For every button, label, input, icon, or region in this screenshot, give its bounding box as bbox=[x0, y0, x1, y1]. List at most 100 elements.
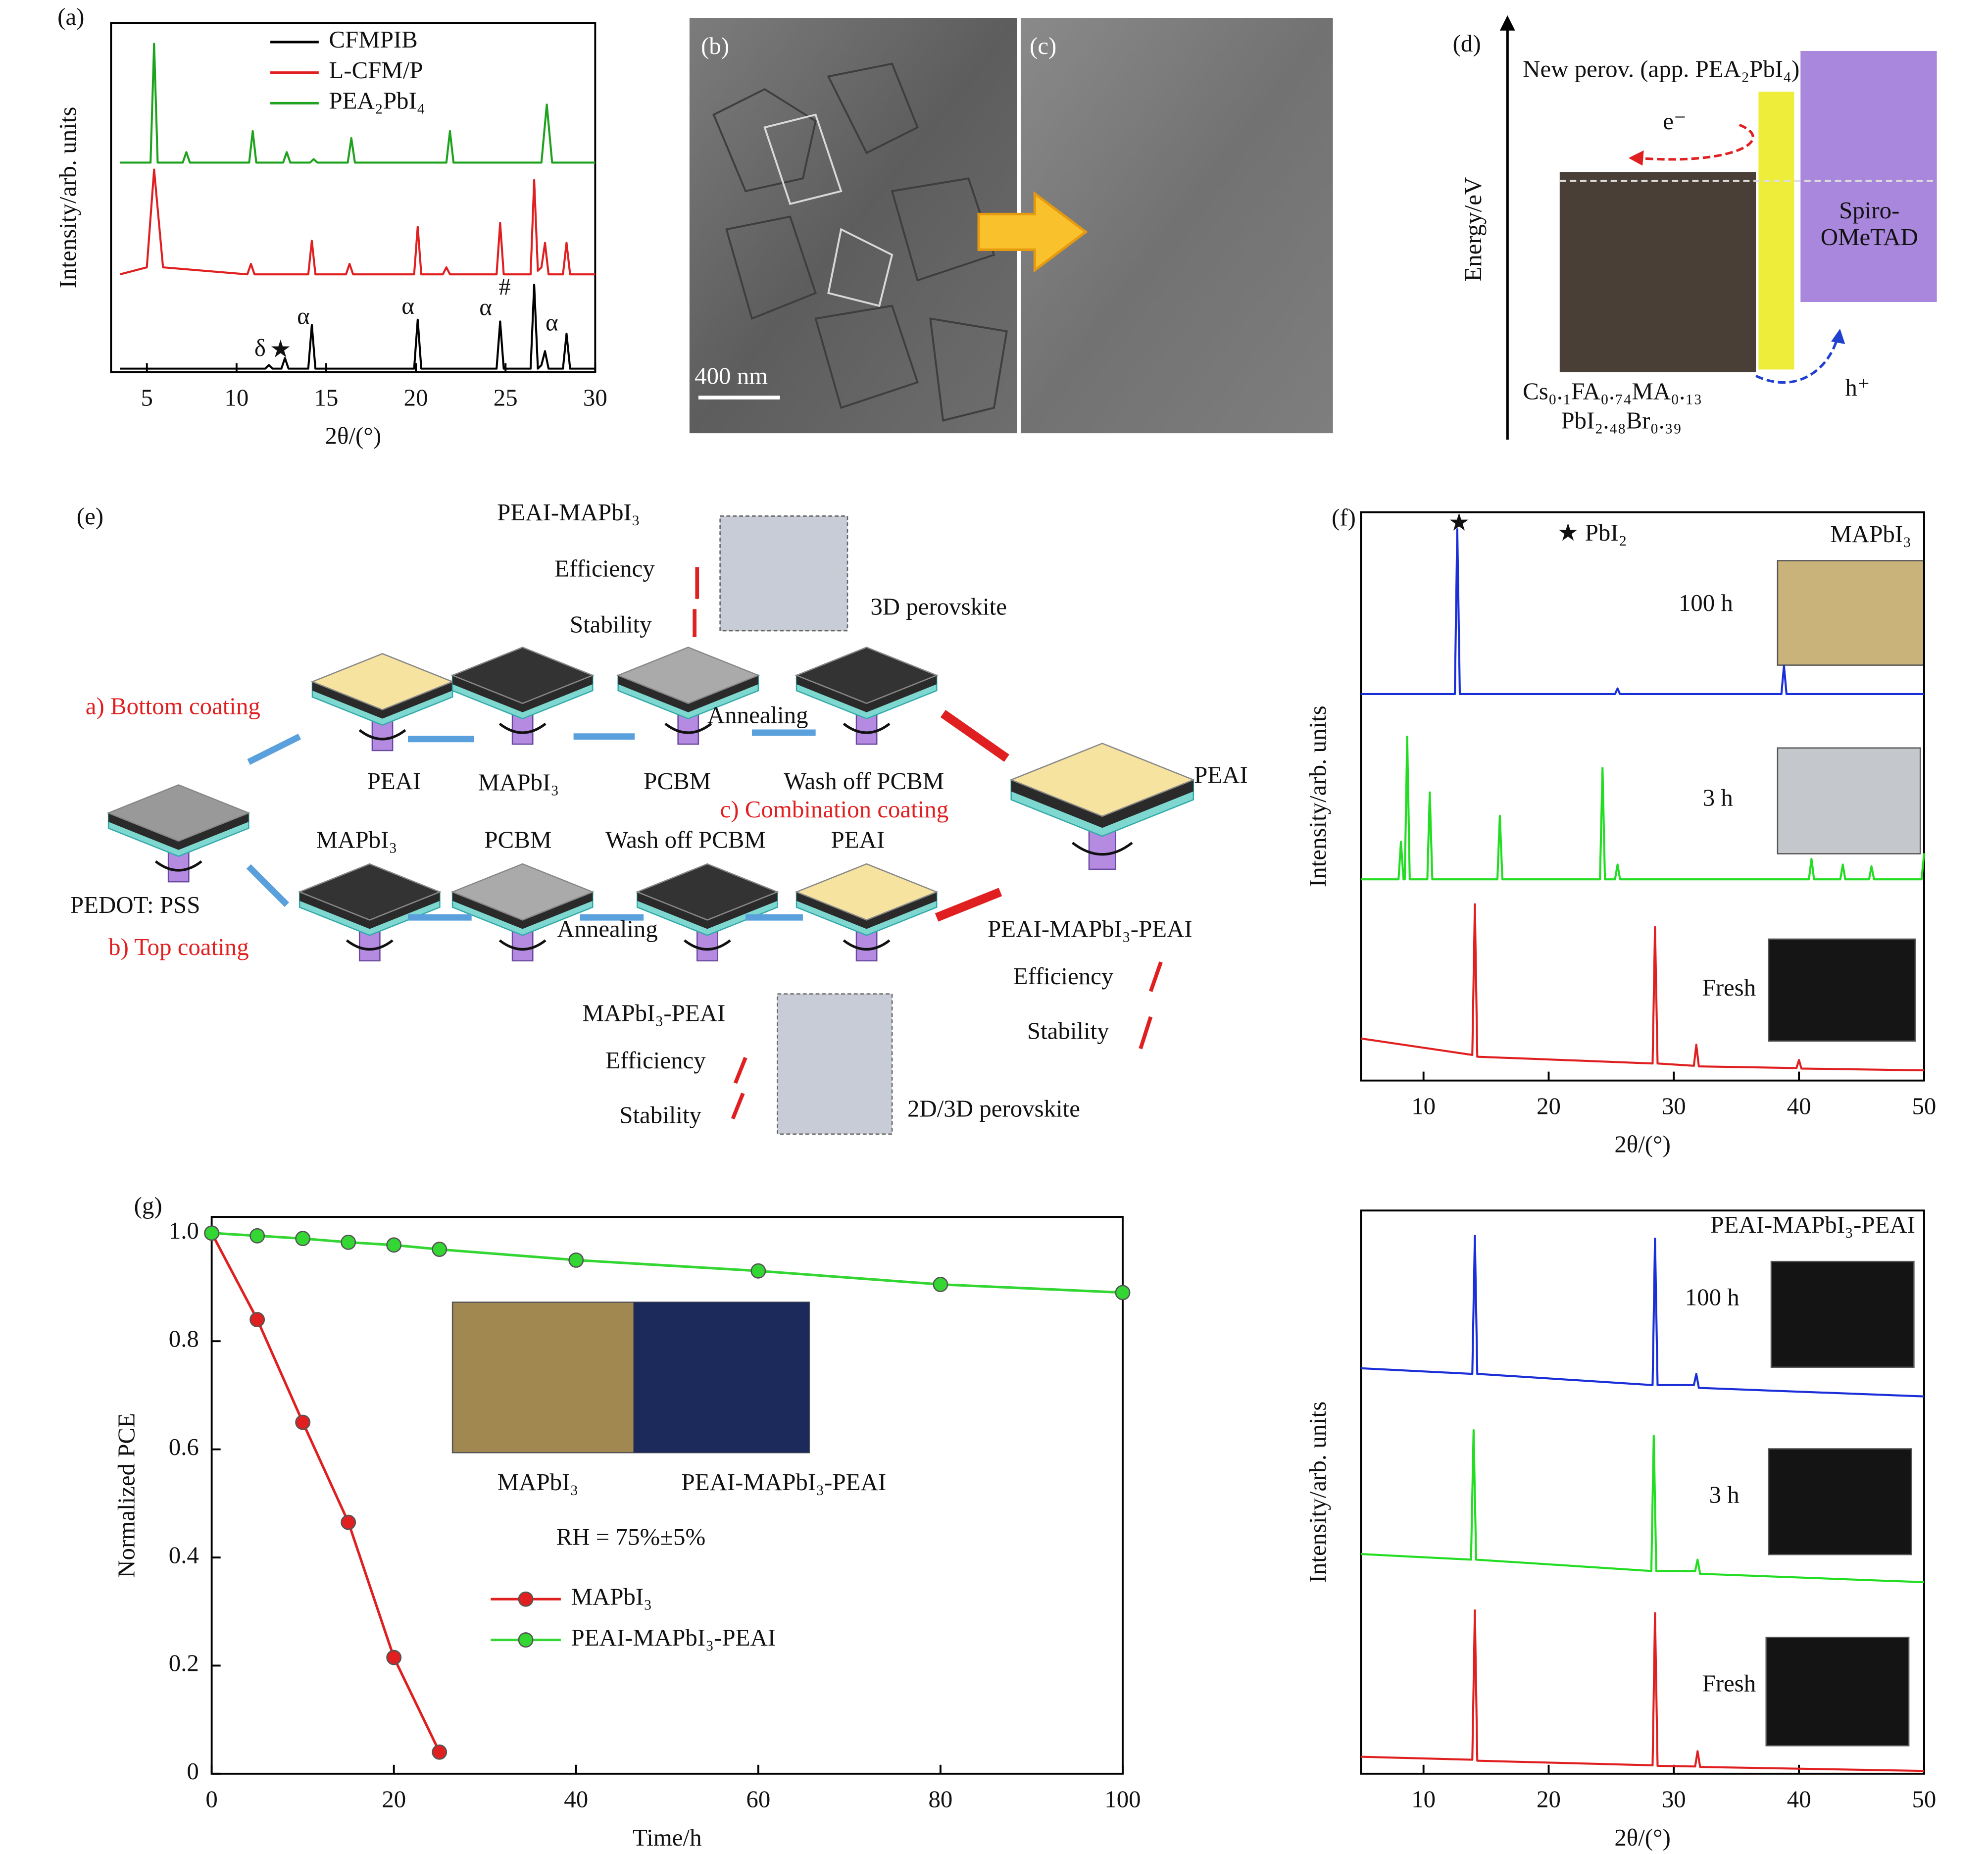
merge-arrow bbox=[940, 709, 1009, 762]
film-side bbox=[796, 675, 937, 712]
schematic-label: PCBM bbox=[644, 767, 711, 795]
annotation: PEAI-MAPbI₃-PEAI bbox=[682, 1468, 887, 1496]
series-line bbox=[1361, 528, 1924, 696]
series-line bbox=[120, 43, 596, 164]
chart-title: PEAI-MAPbI₃-PEAI bbox=[1710, 1211, 1915, 1238]
series-label: Fresh bbox=[1702, 974, 1756, 1001]
x-tick-label: 25 bbox=[494, 384, 518, 411]
rotation-arrow bbox=[843, 722, 891, 734]
rotation-arrow bbox=[843, 939, 891, 951]
series-line bbox=[210, 1232, 441, 1753]
film-top bbox=[450, 647, 595, 704]
process-arrow bbox=[247, 733, 301, 765]
trend-arrow bbox=[1148, 961, 1163, 992]
trend-arrow bbox=[733, 1056, 747, 1084]
chart-title: MAPbI₃ bbox=[1830, 520, 1911, 548]
data-point bbox=[295, 1414, 311, 1430]
x-tick-label: 20 bbox=[1537, 1786, 1561, 1813]
plot-frame bbox=[110, 22, 596, 373]
schematic-label: PEDOT: PSS bbox=[70, 891, 200, 918]
schematic-label: Efficiency bbox=[605, 1047, 706, 1074]
annotation: ★ bbox=[1448, 509, 1470, 536]
x-tick-label: 60 bbox=[746, 1786, 770, 1813]
photo-inset bbox=[1768, 938, 1916, 1042]
film-side bbox=[108, 813, 249, 850]
interlayer-block bbox=[1758, 92, 1794, 370]
carrier-label: e⁻ bbox=[1663, 107, 1687, 135]
schematic-label: Efficiency bbox=[1013, 962, 1114, 990]
film-top bbox=[616, 647, 760, 704]
axis-arrow bbox=[1499, 15, 1515, 31]
x-tick-label: 0 bbox=[205, 1786, 217, 1813]
y-tick-label: 0.6 bbox=[169, 1433, 199, 1460]
data-point bbox=[341, 1514, 356, 1530]
schematic-label: 3D perovskite bbox=[870, 593, 1007, 620]
schematic-label: MAPbI₃-PEAI bbox=[583, 1000, 726, 1027]
schematic-label: a) Bottom coating bbox=[86, 692, 260, 719]
film-side bbox=[299, 892, 440, 929]
data-point bbox=[432, 1744, 447, 1760]
series-line bbox=[1361, 1235, 1925, 1398]
grain-texture bbox=[712, 62, 1008, 422]
film-side bbox=[637, 892, 778, 929]
annotation: α bbox=[401, 292, 414, 319]
photo-inset bbox=[1777, 560, 1925, 666]
panel-label: (c) bbox=[1030, 32, 1056, 59]
legend-marker bbox=[518, 1632, 534, 1648]
x-axis-label: 2θ/(°) bbox=[1614, 1824, 1671, 1851]
photo-inset bbox=[1770, 1260, 1915, 1368]
annotation: # bbox=[498, 273, 510, 300]
data-point bbox=[341, 1234, 356, 1250]
layer-label: New perov. (app. PEA₂PbI₄) bbox=[1523, 55, 1799, 82]
rotation-arrow bbox=[498, 722, 547, 734]
schematic-label: Wash off PCBM bbox=[605, 826, 766, 853]
plot-frame bbox=[210, 1216, 1124, 1775]
photo-inset bbox=[1777, 747, 1921, 854]
x-tick-label: 10 bbox=[1411, 1092, 1436, 1119]
carrier-label: h⁺ bbox=[1845, 374, 1870, 401]
arrow bbox=[977, 191, 1088, 273]
film-top bbox=[450, 863, 595, 921]
layer-label: Cs₀.₁FA₀.₇₄MA₀.₁₃ bbox=[1523, 378, 1702, 405]
schematic-label: b) Top coating bbox=[108, 933, 249, 960]
schematic-label: PEAI bbox=[1194, 761, 1248, 788]
series-line bbox=[1360, 903, 1924, 1072]
data-point bbox=[204, 1225, 220, 1241]
axis-label: Energy/eV bbox=[1459, 177, 1487, 282]
x-tick-label: 40 bbox=[564, 1786, 588, 1813]
schematic-label: Annealing bbox=[707, 701, 808, 728]
schematic-label: Annealing bbox=[557, 915, 658, 943]
rotation-arrow bbox=[346, 939, 394, 951]
annotation: α bbox=[546, 309, 558, 336]
plot-frame bbox=[1360, 511, 1925, 1082]
annotation: δ bbox=[254, 334, 266, 361]
sem-images: 400 nm (b) (c) bbox=[689, 18, 1333, 434]
x-axis-label: 2θ/(°) bbox=[1614, 1131, 1671, 1158]
crystal-block bbox=[719, 515, 848, 632]
y-tick-label: 0.2 bbox=[169, 1650, 199, 1677]
schematic-label: PCBM bbox=[484, 826, 551, 853]
data-point bbox=[1115, 1285, 1131, 1301]
data-point bbox=[750, 1263, 766, 1279]
y-tick-label: 0 bbox=[187, 1757, 199, 1785]
film-top bbox=[635, 863, 779, 921]
schematic-label: Stability bbox=[619, 1102, 701, 1129]
x-tick-label: 40 bbox=[1787, 1092, 1811, 1119]
x-tick-label: 20 bbox=[404, 384, 428, 411]
annotation: α bbox=[297, 302, 310, 330]
film-side bbox=[452, 892, 593, 929]
plot-frame bbox=[1360, 1209, 1925, 1775]
film-top bbox=[795, 647, 939, 704]
y-tick-label: 0.4 bbox=[169, 1541, 199, 1568]
x-tick-label: 20 bbox=[382, 1786, 406, 1813]
layer-label: OMeTAD bbox=[1821, 223, 1918, 251]
data-point bbox=[386, 1650, 402, 1665]
layer-label: PbI₂.₄₈Br₀.₃₉ bbox=[1561, 407, 1682, 434]
schematic-label: MAPbI₃ bbox=[316, 826, 398, 853]
annotation: ★ bbox=[270, 336, 292, 363]
panel-label: (a) bbox=[57, 3, 84, 30]
legend-label: PEAI-MAPbI₃-PEAI bbox=[571, 1624, 776, 1651]
hole-arrow bbox=[1831, 329, 1845, 344]
x-tick-label: 15 bbox=[314, 384, 339, 411]
series-label: 3 h bbox=[1703, 784, 1733, 811]
